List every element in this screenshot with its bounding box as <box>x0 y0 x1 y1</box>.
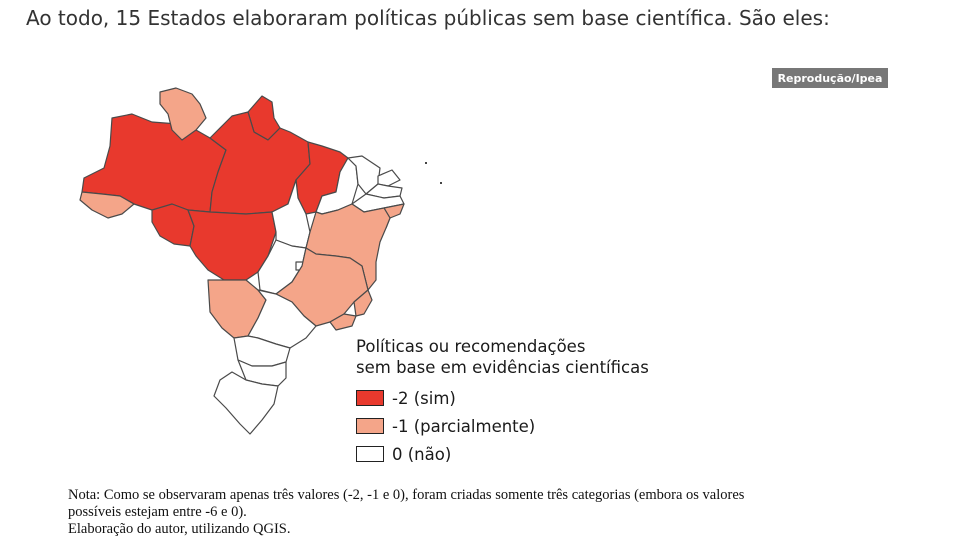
state-espirito-santo <box>353 289 373 317</box>
state-acre <box>79 191 135 219</box>
source-note: Nota: Como se observaram apenas três val… <box>68 487 874 538</box>
map-legend: Políticas ou recomendações sem base em e… <box>356 336 649 468</box>
state-rio-grande-do-norte <box>377 169 401 187</box>
legend-title-line-1: Políticas ou recomendações <box>356 337 586 356</box>
state-rio-grande-do-sul <box>213 371 279 435</box>
legend-swatch-parcialmente <box>356 418 384 434</box>
note-line-3: Elaboração do autor, utilizando QGIS. <box>68 521 291 537</box>
legend-label-nao: 0 (não) <box>392 444 452 464</box>
note-line-1: Nota: Como se observaram apenas três val… <box>68 487 745 503</box>
image-credit-badge: Reprodução/Ipea <box>772 68 888 88</box>
state-rio-de-janeiro <box>329 313 357 331</box>
legend-label-sim: -2 (sim) <box>392 388 456 408</box>
island-dot <box>440 182 442 184</box>
legend-title: Políticas ou recomendações sem base em e… <box>356 336 649 378</box>
headline: Ao todo, 15 Estados elaboraram políticas… <box>26 6 830 30</box>
legend-title-line-2: sem base em evidências científicas <box>356 358 649 377</box>
state-roraima <box>159 87 207 141</box>
state-mato-grosso <box>187 209 277 281</box>
legend-item-sim: -2 (sim) <box>356 384 649 412</box>
legend-item-nao: 0 (não) <box>356 440 649 468</box>
legend-item-parcialmente: -1 (parcialmente) <box>356 412 649 440</box>
island-dot <box>425 162 427 164</box>
note-line-2: possíveis estejam entre -6 e 0). <box>68 504 247 520</box>
legend-swatch-nao <box>356 446 384 462</box>
offshore-islands <box>425 162 442 184</box>
legend-swatch-sim <box>356 390 384 406</box>
legend-label-parcialmente: -1 (parcialmente) <box>392 416 536 436</box>
